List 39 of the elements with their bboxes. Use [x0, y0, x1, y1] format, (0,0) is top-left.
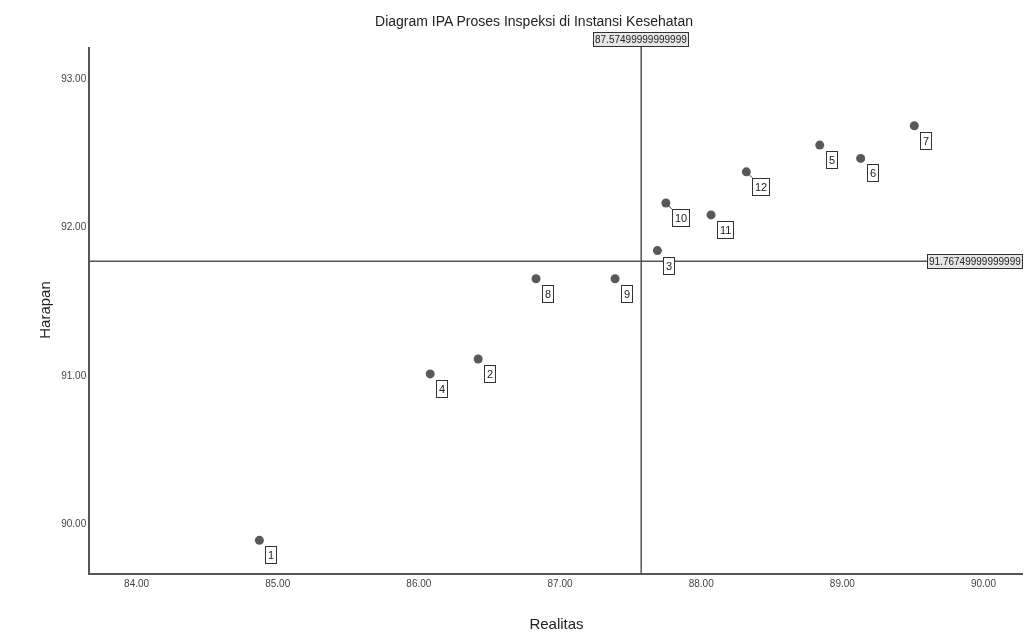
point — [741, 167, 751, 177]
x-tick-label: 85.00 — [265, 577, 291, 589]
point — [652, 246, 662, 256]
annotation: 5 — [829, 154, 836, 166]
point — [531, 274, 541, 284]
point — [254, 535, 264, 545]
x-axis-title: Realitas — [529, 614, 584, 632]
point — [815, 140, 825, 150]
annotation: 11 — [720, 224, 732, 236]
ref-line-label: 91.76749999999999 — [929, 256, 1022, 267]
x-tick-label: 88.00 — [688, 577, 715, 589]
y-tick-label: 91.00 — [61, 369, 87, 381]
point — [856, 153, 866, 163]
y-tick-label: 93.00 — [61, 72, 87, 84]
point — [610, 274, 620, 284]
chart-title: Diagram IPA Proses Inspeksi di Instansi Kesehatan — [375, 12, 694, 29]
x-tick-label: 89.00 — [829, 577, 856, 589]
point — [909, 121, 919, 131]
annotation: 9 — [624, 288, 631, 300]
y-tick-label: 90.00 — [61, 518, 87, 530]
point — [473, 354, 483, 364]
annotation: 1 — [268, 549, 275, 561]
x-tick-label: 84.00 — [124, 577, 150, 589]
y-axis-title: Harapan — [35, 281, 53, 339]
y-tick-label: 92.00 — [61, 221, 87, 233]
annotation: 2 — [487, 368, 494, 380]
x-tick-label: 90.00 — [970, 577, 997, 589]
point — [425, 369, 435, 379]
annotation: 4 — [439, 383, 446, 395]
annotation: 7 — [923, 135, 930, 147]
ref-line-label: 87.57499999999999 — [595, 34, 688, 45]
annotation: 12 — [755, 181, 768, 193]
point — [706, 210, 716, 220]
annotation: 10 — [675, 212, 688, 224]
annotation: 8 — [545, 288, 552, 300]
annotation: 6 — [870, 167, 877, 179]
x-tick-label: 87.00 — [547, 577, 573, 589]
annotation: 3 — [666, 260, 673, 272]
x-tick-label: 86.00 — [406, 577, 432, 589]
